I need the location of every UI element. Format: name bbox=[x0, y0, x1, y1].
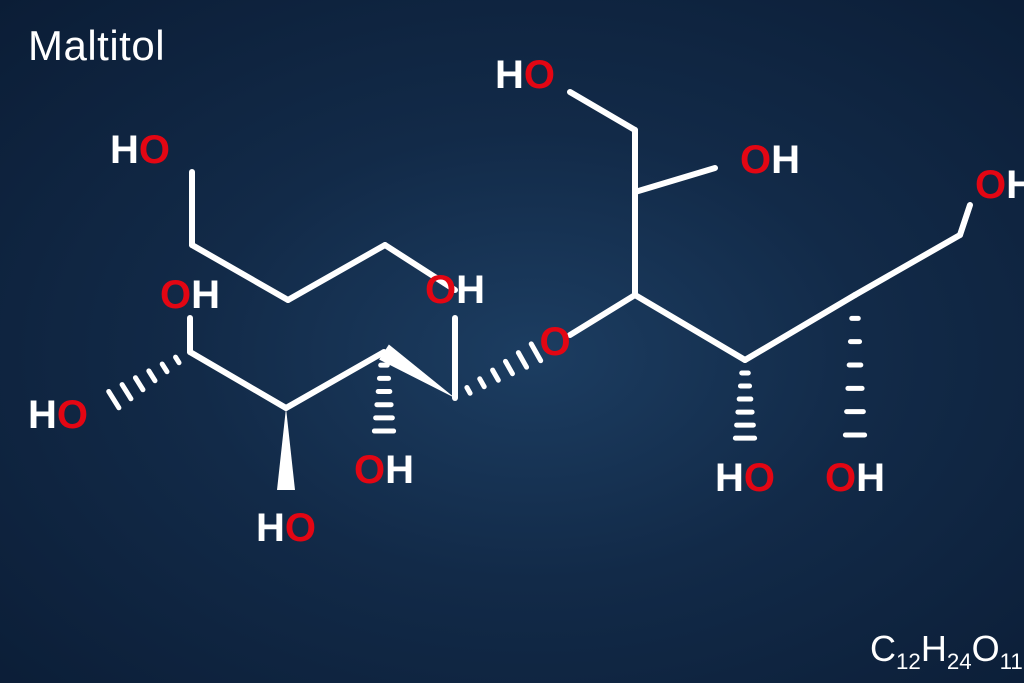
atom-label: OH bbox=[740, 140, 800, 180]
bond-layer bbox=[0, 0, 1024, 683]
molecular-formula: C12H24O11 bbox=[870, 628, 1023, 670]
atom-label: HO bbox=[110, 130, 170, 170]
atom-label: OH bbox=[425, 270, 485, 310]
atom-label: HO bbox=[256, 508, 316, 548]
atom-label: OH bbox=[160, 275, 220, 315]
atom-label: HO bbox=[715, 458, 775, 498]
atom-label: OH bbox=[825, 458, 885, 498]
diagram-canvas: Maltitol OHOHHOOOHHOHOHOOHHOOHOH C12H24O… bbox=[0, 0, 1024, 683]
atom-label: HO bbox=[495, 55, 555, 95]
atom-label: OH bbox=[354, 450, 414, 490]
atom-label: OH bbox=[975, 165, 1024, 205]
atom-label: O bbox=[540, 322, 571, 362]
atom-label: HO bbox=[28, 395, 88, 435]
